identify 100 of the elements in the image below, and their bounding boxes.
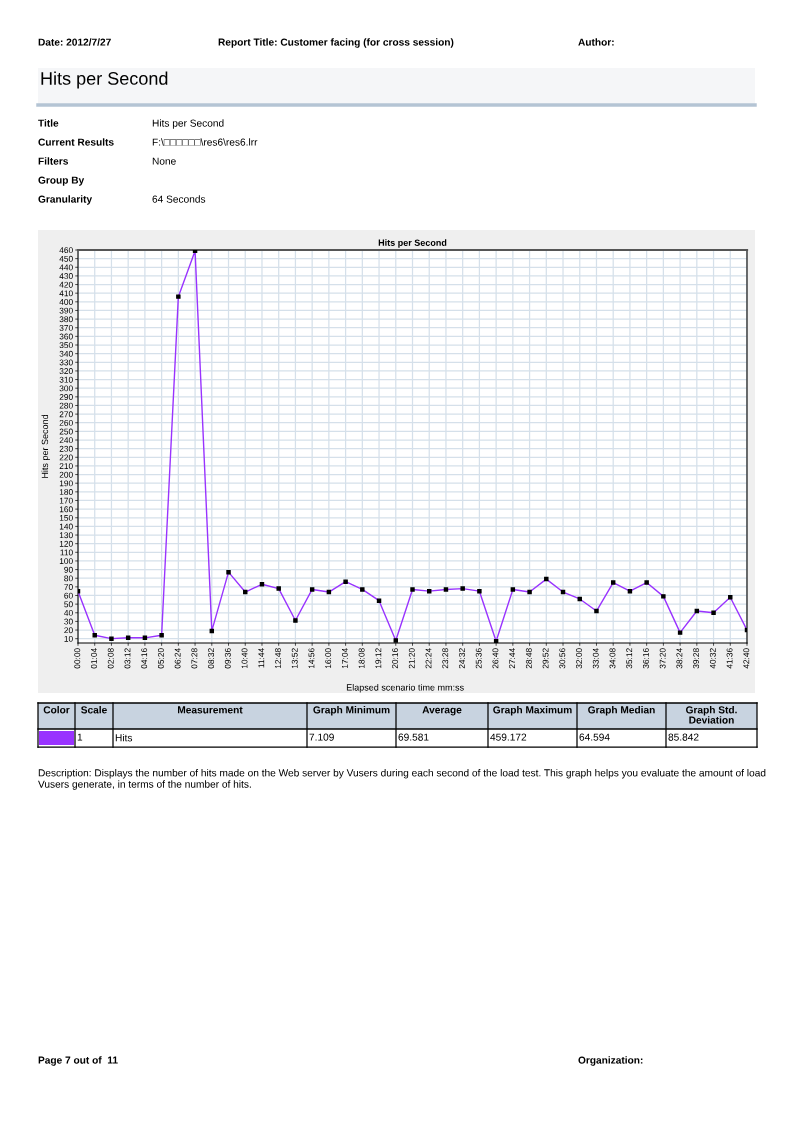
text: Graph Std. Deviation [686, 706, 737, 724]
y-tick-label: 110 [60, 549, 73, 556]
y-tick-label: 310 [59, 376, 73, 383]
y-tick-label: 90 [64, 566, 73, 573]
x-tick-label: 41:36 [726, 648, 733, 669]
text: Hits per Second [152, 119, 224, 129]
y-tick-label: 20 [64, 627, 73, 634]
x-tick-label: 01:04 [91, 648, 97, 669]
y-tick-label: 350 [59, 342, 73, 349]
text: Description: Displays the number of hits made on the Web server by Vusers during each second of the load test. This graph helps you evaluate the amount of load Vusers generate, in terms of the number of hits. [38, 769, 766, 790]
y-tick-label: 140 [59, 523, 73, 530]
y-tick-label: 420 [59, 281, 73, 288]
y-tick-label: 330 [59, 359, 73, 366]
y-tick-label: 320 [59, 368, 73, 375]
text: Organization: [578, 1056, 643, 1066]
y-tick-label: 150 [59, 514, 73, 521]
text: Hits per Second [41, 71, 168, 89]
x-tick-label: 34:08 [609, 648, 616, 669]
x-tick-label: 04:16 [141, 648, 148, 669]
x-tick-label: 19:12 [375, 648, 382, 669]
text: 85.842 [668, 733, 699, 741]
text: 459.172 [490, 733, 527, 741]
x-axis-title: Elapsed scenario time mm:ss [346, 684, 464, 693]
text: Date: 2012/7/27 [38, 38, 111, 46]
text: 7.109 [309, 733, 334, 741]
text: None [152, 157, 176, 165]
y-tick-label: 170 [59, 497, 73, 504]
y-tick-label: 220 [59, 454, 73, 461]
y-tick-label: 450 [59, 255, 73, 262]
text: Group By [38, 176, 85, 186]
x-tick-label: 20:16 [392, 648, 399, 669]
x-tick-label: 24:32 [459, 648, 465, 669]
y-tick-label: 270 [59, 411, 73, 418]
x-tick-label: 13:52 [291, 648, 298, 669]
text: Hits [115, 733, 133, 742]
text: 64.594 [579, 733, 610, 741]
x-tick-label: 22:24 [425, 648, 432, 669]
y-tick-label: 300 [59, 385, 73, 392]
y-axis-title: Hits per Second [41, 414, 50, 478]
text: Scale [81, 706, 107, 714]
text: F:\□□□□□□\res6\res6.lrr [152, 138, 258, 146]
y-tick-label: 430 [59, 273, 73, 280]
x-tick-label: 26:40 [492, 648, 499, 669]
text: Average [422, 706, 462, 716]
y-tick-label: 40 [64, 609, 73, 616]
text: Color [43, 706, 70, 714]
x-tick-label: 25:36 [475, 648, 482, 669]
y-tick-label: 360 [59, 333, 73, 340]
x-tick-label: 17:04 [341, 648, 348, 669]
x-tick-label: 28:48 [525, 648, 532, 669]
x-tick-label: 09:36 [224, 648, 231, 669]
text: Measurement [178, 706, 243, 714]
y-tick-label: 280 [59, 402, 73, 409]
x-tick-label: 32:00 [576, 648, 582, 669]
x-tick-label: 39:28 [693, 648, 700, 669]
x-tick-label: 00:00 [74, 648, 81, 669]
x-tick-label: 07:28 [191, 648, 198, 669]
y-tick-label: 250 [59, 428, 73, 435]
y-tick-label: 460 [59, 247, 73, 254]
x-tick-label: 03:12 [124, 648, 131, 669]
x-tick-label: 14:56 [308, 648, 315, 669]
y-tick-label: 130 [59, 532, 73, 539]
text: Filters [38, 157, 69, 165]
y-tick-label: 240 [59, 437, 73, 444]
y-tick-label: 180 [59, 489, 73, 495]
y-tick-label: 10 [64, 635, 73, 642]
y-tick-label: 340 [59, 350, 73, 357]
y-tick-label: 210 [59, 463, 73, 470]
y-tick-label: 390 [59, 307, 73, 314]
x-tick-label: 06:24 [174, 648, 181, 669]
x-tick-label: 29:52 [542, 648, 549, 669]
y-tick-label: 440 [59, 264, 73, 271]
y-tick-label: 190 [59, 480, 73, 487]
text: Graph Minimum [313, 706, 390, 716]
y-tick-label: 50 [64, 601, 73, 608]
y-tick-label: 410 [59, 290, 73, 297]
y-tick-label: 400 [59, 299, 73, 305]
y-tick-label: 200 [59, 471, 73, 478]
y-tick-label: 290 [59, 394, 73, 400]
y-tick-label: 120 [59, 540, 73, 547]
x-tick-label: 33:04 [592, 648, 599, 669]
x-tick-label: 23:28 [442, 648, 449, 669]
y-tick-label: 60 [64, 592, 73, 599]
y-tick-label: 370 [59, 324, 73, 331]
x-tick-label: 30:56 [559, 648, 566, 669]
x-tick-label: 21:20 [408, 648, 415, 669]
y-tick-label: 70 [64, 584, 73, 590]
x-tick-label: 02:08 [107, 648, 114, 669]
y-tick-label: 230 [59, 445, 73, 452]
x-tick-label: 42:40 [743, 648, 750, 669]
text: 69.581 [398, 733, 429, 741]
chart-title: Hits per Second [378, 239, 447, 248]
x-tick-label: 16:00 [325, 648, 332, 669]
text: Title [38, 119, 59, 127]
x-tick-label: 18:08 [358, 648, 365, 669]
y-tick-label: 380 [59, 316, 73, 323]
x-tick-label: 38:24 [676, 648, 683, 669]
text: 1 [77, 733, 83, 741]
x-tick-label: 40:32 [709, 648, 716, 669]
y-tick-label: 30 [64, 618, 73, 625]
